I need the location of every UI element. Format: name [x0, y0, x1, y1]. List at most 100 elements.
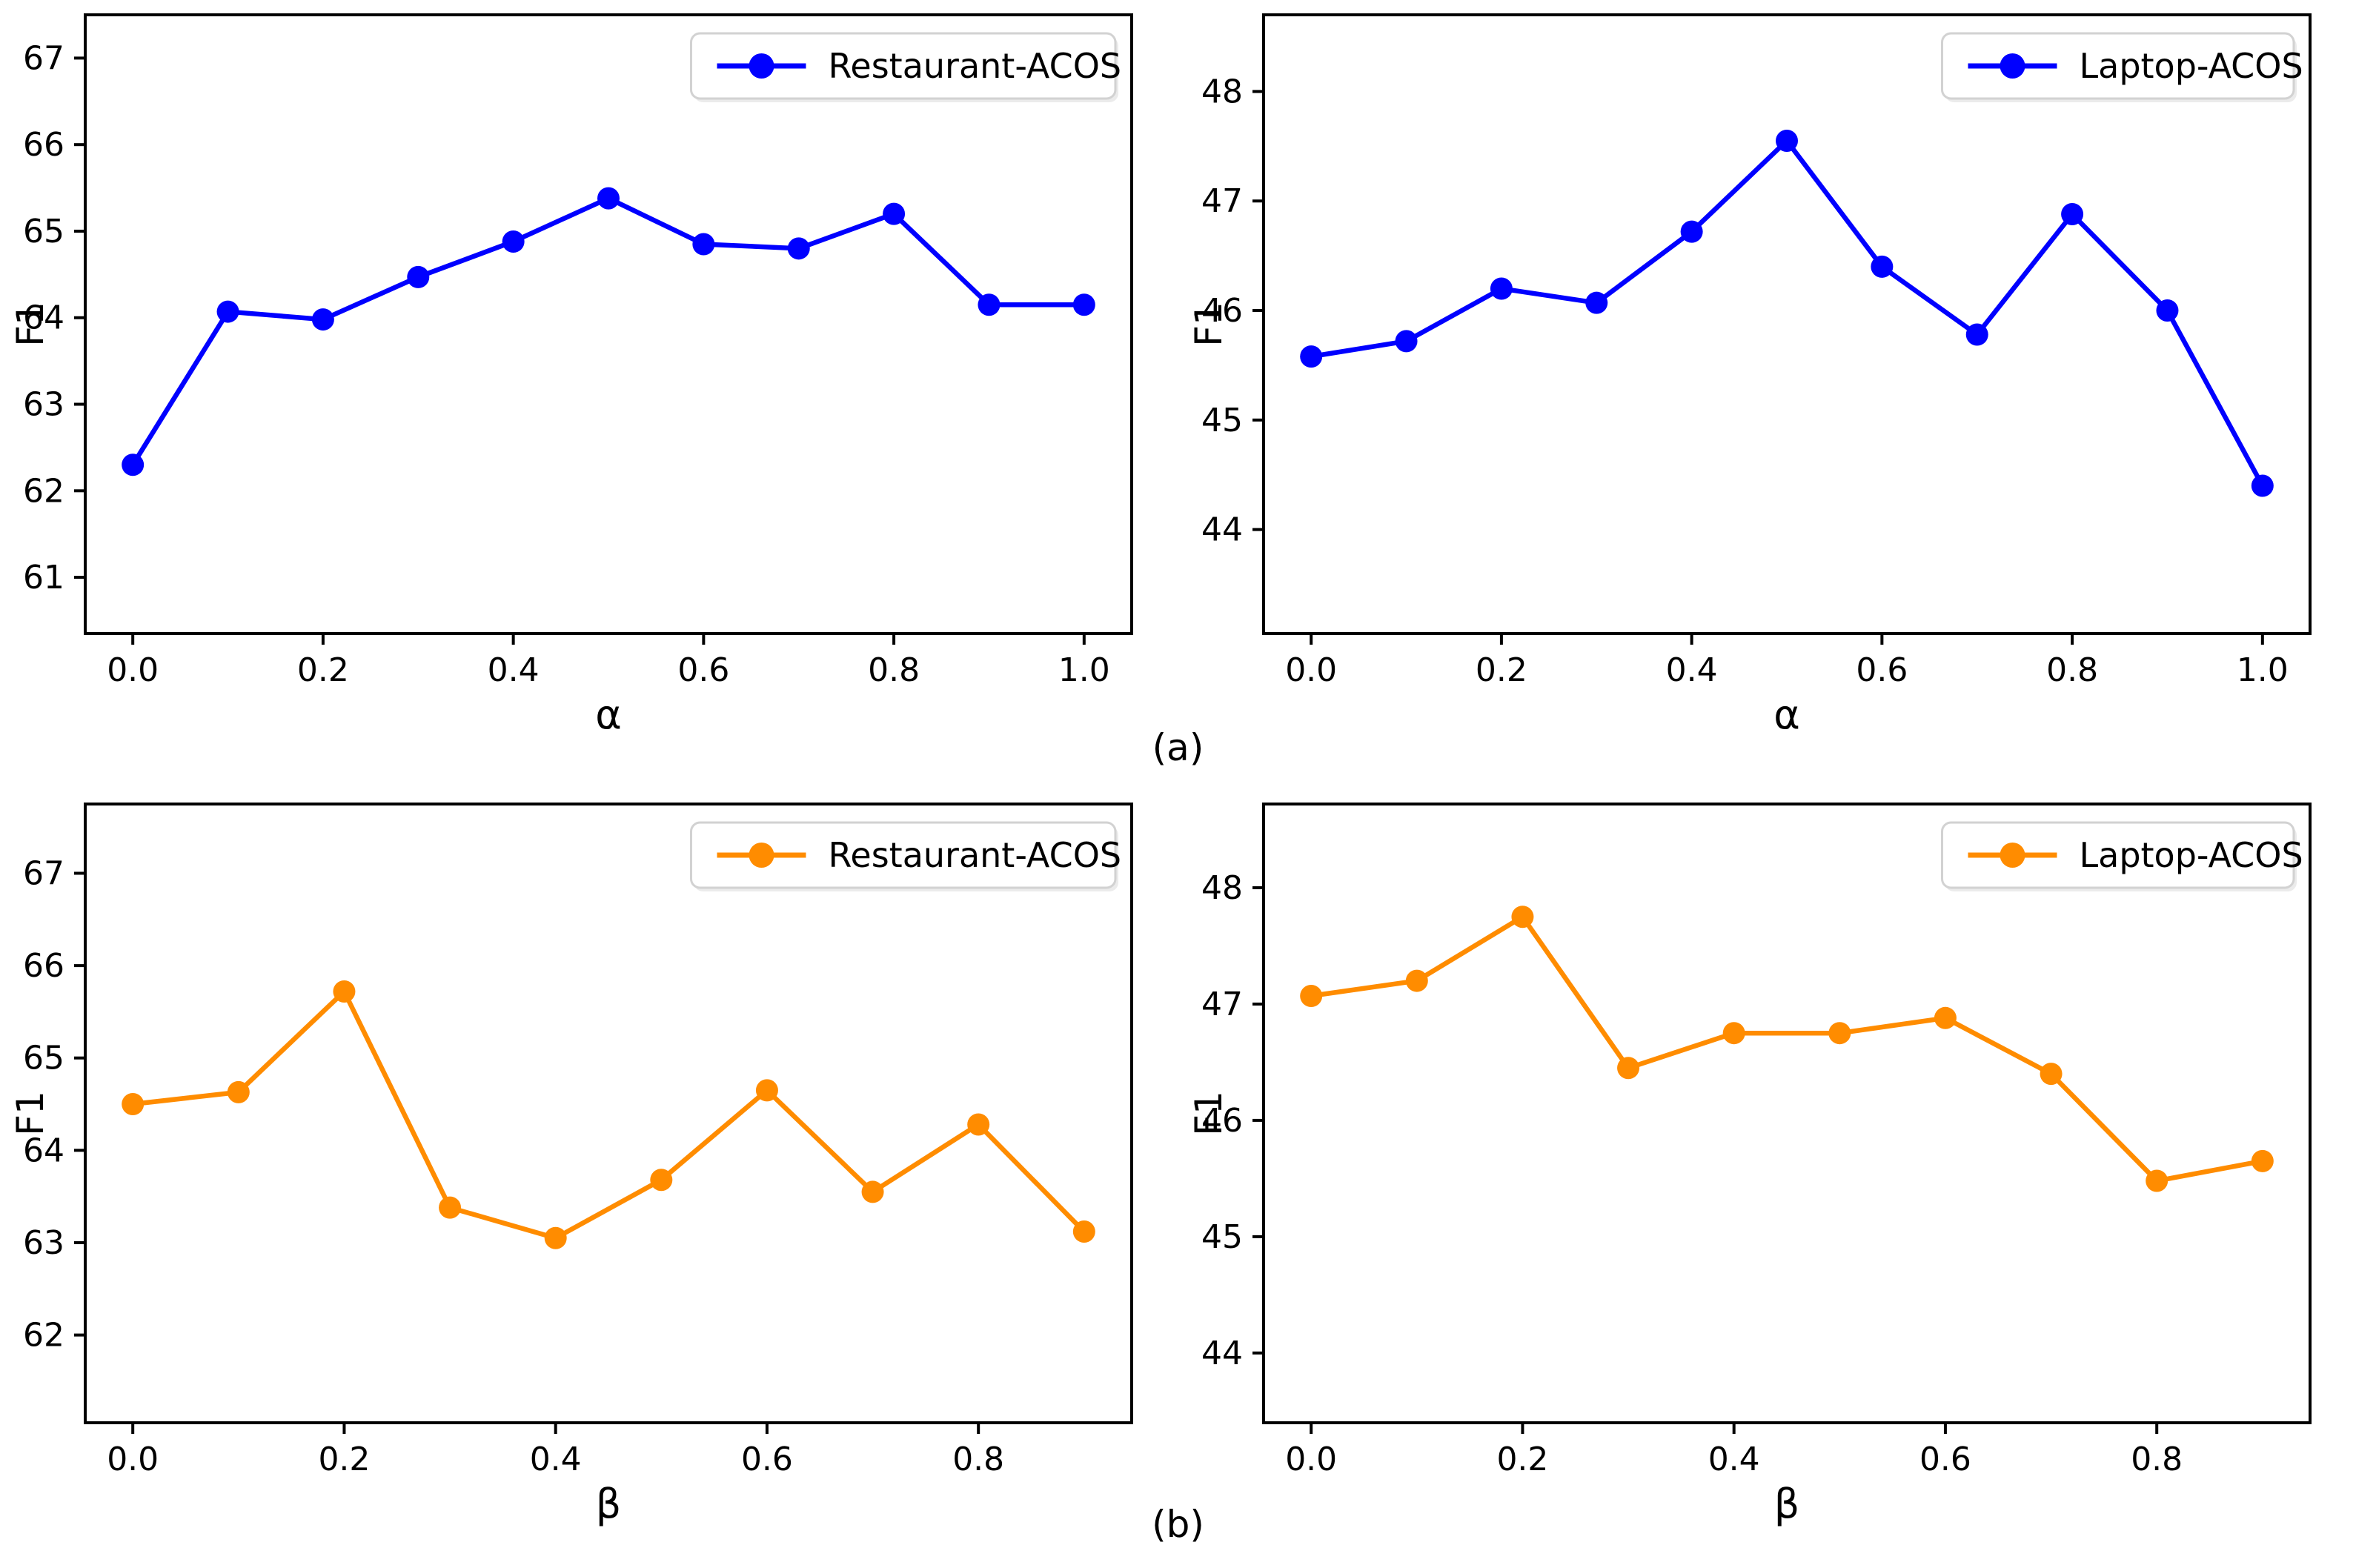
y-tick-label: 65: [23, 213, 64, 250]
data-point-marker: [122, 1093, 145, 1116]
data-point-marker: [1828, 1022, 1851, 1045]
data-point-marker: [1490, 277, 1513, 300]
data-point-marker: [1871, 255, 1894, 278]
data-series-line: [130, 196, 1087, 468]
y-tick-label: 44: [1201, 1335, 1243, 1372]
caption-b: (b): [1152, 1503, 1204, 1546]
subplot-beta-restaurant-acos: 0.0 0.2 0.4 0.6 0.8 62 63 64 65 66 67 β F1 Restaurant…: [0, 784, 1178, 1568]
data-point-marker: [1934, 1006, 1957, 1029]
data-point-marker: [439, 1196, 462, 1219]
y-tick-label: 46: [1201, 1102, 1243, 1140]
y-tick-label: 48: [1201, 869, 1243, 907]
data-point-marker: [650, 1169, 673, 1192]
data-point-marker: [1511, 906, 1534, 928]
x-axis-label: α: [595, 691, 622, 738]
x-axis-label: β: [1774, 1481, 1799, 1527]
y-tick-label: 48: [1201, 73, 1243, 110]
legend-label: Restaurant-ACOS: [829, 835, 1122, 875]
data-point-marker: [2156, 299, 2179, 322]
y-axis-label: F1: [9, 302, 52, 347]
x-tick-label: 0.0: [107, 651, 159, 689]
data-point-marker: [883, 202, 906, 225]
x-tick-label: 0.4: [1708, 1441, 1760, 1478]
y-tick-label: 64: [23, 1132, 64, 1169]
data-point-marker: [122, 454, 145, 476]
legend: Restaurant-ACOS: [690, 821, 1122, 891]
data-point-marker: [1395, 330, 1418, 353]
y-tick-label: 63: [23, 1224, 64, 1262]
y-tick-label: 66: [23, 126, 64, 164]
data-point-marker: [502, 230, 525, 253]
y-tick-label: 44: [1201, 511, 1243, 549]
y-tick-label: 47: [1201, 986, 1243, 1023]
legend-marker-icon: [749, 843, 774, 868]
y-axis-label: F1: [1187, 302, 1230, 347]
x-axis-label: α: [1773, 691, 1800, 738]
data-point-marker: [787, 237, 810, 260]
subplot-alpha-laptop-acos: 0.0 0.2 0.4 0.6 0.8 1.0 44 45 46 47 48 α F1 Laptop-AC…: [1178, 0, 2356, 784]
y-axis-label: F1: [9, 1091, 52, 1136]
axes: 0.0 0.2 0.4 0.6 0.8 1.0 44 45 46 47 48 α F1: [1187, 13, 2312, 738]
line-chart-alpha-laptop-acos: 0.0 0.2 0.4 0.6 0.8 1.0 44 45 46 47 48 α F1 Laptop-AC…: [1187, 13, 2312, 738]
x-tick-label: 0.4: [1666, 651, 1718, 689]
data-point-marker: [1680, 220, 1703, 243]
line-chart-alpha-restaurant-acos: 0.0 0.2 0.4 0.6 0.8 1.0 61 62 63 64 65 66 67 α F1 Resta…: [9, 13, 1133, 738]
x-tick-label: 0.0: [107, 1441, 159, 1478]
legend-label: Laptop-ACOS: [2080, 835, 2303, 875]
data-point-marker: [216, 300, 239, 323]
line-chart-beta-laptop-acos: 0.0 0.2 0.4 0.6 0.8 44 45 46 47 48 β F1 Laptop-ACOS: [1187, 803, 2312, 1527]
data-point-marker: [227, 1080, 250, 1103]
y-tick-label: 62: [23, 472, 64, 510]
data-point-marker: [407, 265, 430, 288]
data-point-marker: [1965, 323, 1988, 346]
subplot-beta-laptop-acos: 0.0 0.2 0.4 0.6 0.8 44 45 46 47 48 β F1 Laptop-ACOS: [1178, 784, 2356, 1568]
x-tick-label: 0.2: [297, 651, 349, 689]
legend: Laptop-ACOS: [1941, 32, 2303, 102]
caption-a: (a): [1152, 726, 1204, 769]
data-point-marker: [1300, 984, 1323, 1007]
y-tick-label: 65: [23, 1040, 64, 1077]
x-tick-label: 1.0: [1058, 651, 1110, 689]
x-tick-label: 0.6: [1919, 1441, 1971, 1478]
y-tick-label: 63: [23, 386, 64, 424]
axes: 0.0 0.2 0.4 0.6 0.8 62 63 64 65 66 67 β F1: [9, 803, 1133, 1527]
x-tick-label: 0.8: [952, 1441, 1004, 1478]
x-tick-label: 0.2: [1496, 1441, 1548, 1478]
y-tick-label: 66: [23, 947, 64, 985]
data-point-marker: [2146, 1169, 2168, 1192]
y-tick-label: 64: [23, 299, 64, 337]
data-point-marker: [692, 233, 715, 256]
data-point-marker: [333, 980, 356, 1003]
data-point-marker: [1300, 345, 1323, 368]
data-series-line: [1308, 138, 2266, 488]
data-point-marker: [544, 1226, 567, 1249]
x-tick-label: 0.0: [1285, 1441, 1337, 1478]
data-point-marker: [2040, 1063, 2063, 1086]
data-point-marker: [1072, 1220, 1095, 1243]
legend-marker-icon: [2000, 53, 2025, 79]
line-chart-beta-restaurant-acos: 0.0 0.2 0.4 0.6 0.8 62 63 64 65 66 67 β F1 Restaurant…: [9, 803, 1133, 1527]
subplot-alpha-restaurant-acos: 0.0 0.2 0.4 0.6 0.8 1.0 61 62 63 64 65 66 67 α F1 Resta…: [0, 0, 1178, 784]
data-point-marker: [2061, 202, 2084, 225]
data-series-line: [130, 989, 1087, 1240]
legend-marker-icon: [749, 53, 774, 79]
data-point-marker: [1405, 969, 1428, 992]
legend: Restaurant-ACOS: [690, 32, 1122, 102]
x-tick-label: 0.8: [2131, 1441, 2183, 1478]
x-tick-label: 0.0: [1285, 651, 1337, 689]
data-point-marker: [2251, 1149, 2274, 1172]
y-tick-label: 67: [23, 39, 64, 77]
plot-spines: [1262, 803, 2312, 1424]
x-tick-label: 0.4: [488, 651, 540, 689]
data-point-marker: [967, 1113, 990, 1136]
plot-spines: [84, 13, 1133, 635]
x-tick-label: 1.0: [2237, 651, 2289, 689]
y-tick-label: 67: [23, 854, 64, 892]
x-tick-label: 0.8: [868, 651, 920, 689]
legend-label: Restaurant-ACOS: [829, 46, 1122, 86]
y-tick-label: 47: [1201, 182, 1243, 220]
axes: 0.0 0.2 0.4 0.6 0.8 44 45 46 47 48 β F1: [1187, 803, 2312, 1527]
x-tick-label: 0.4: [530, 1441, 582, 1478]
axes: 0.0 0.2 0.4 0.6 0.8 1.0 61 62 63 64 65 66 67 α F1: [9, 13, 1133, 738]
